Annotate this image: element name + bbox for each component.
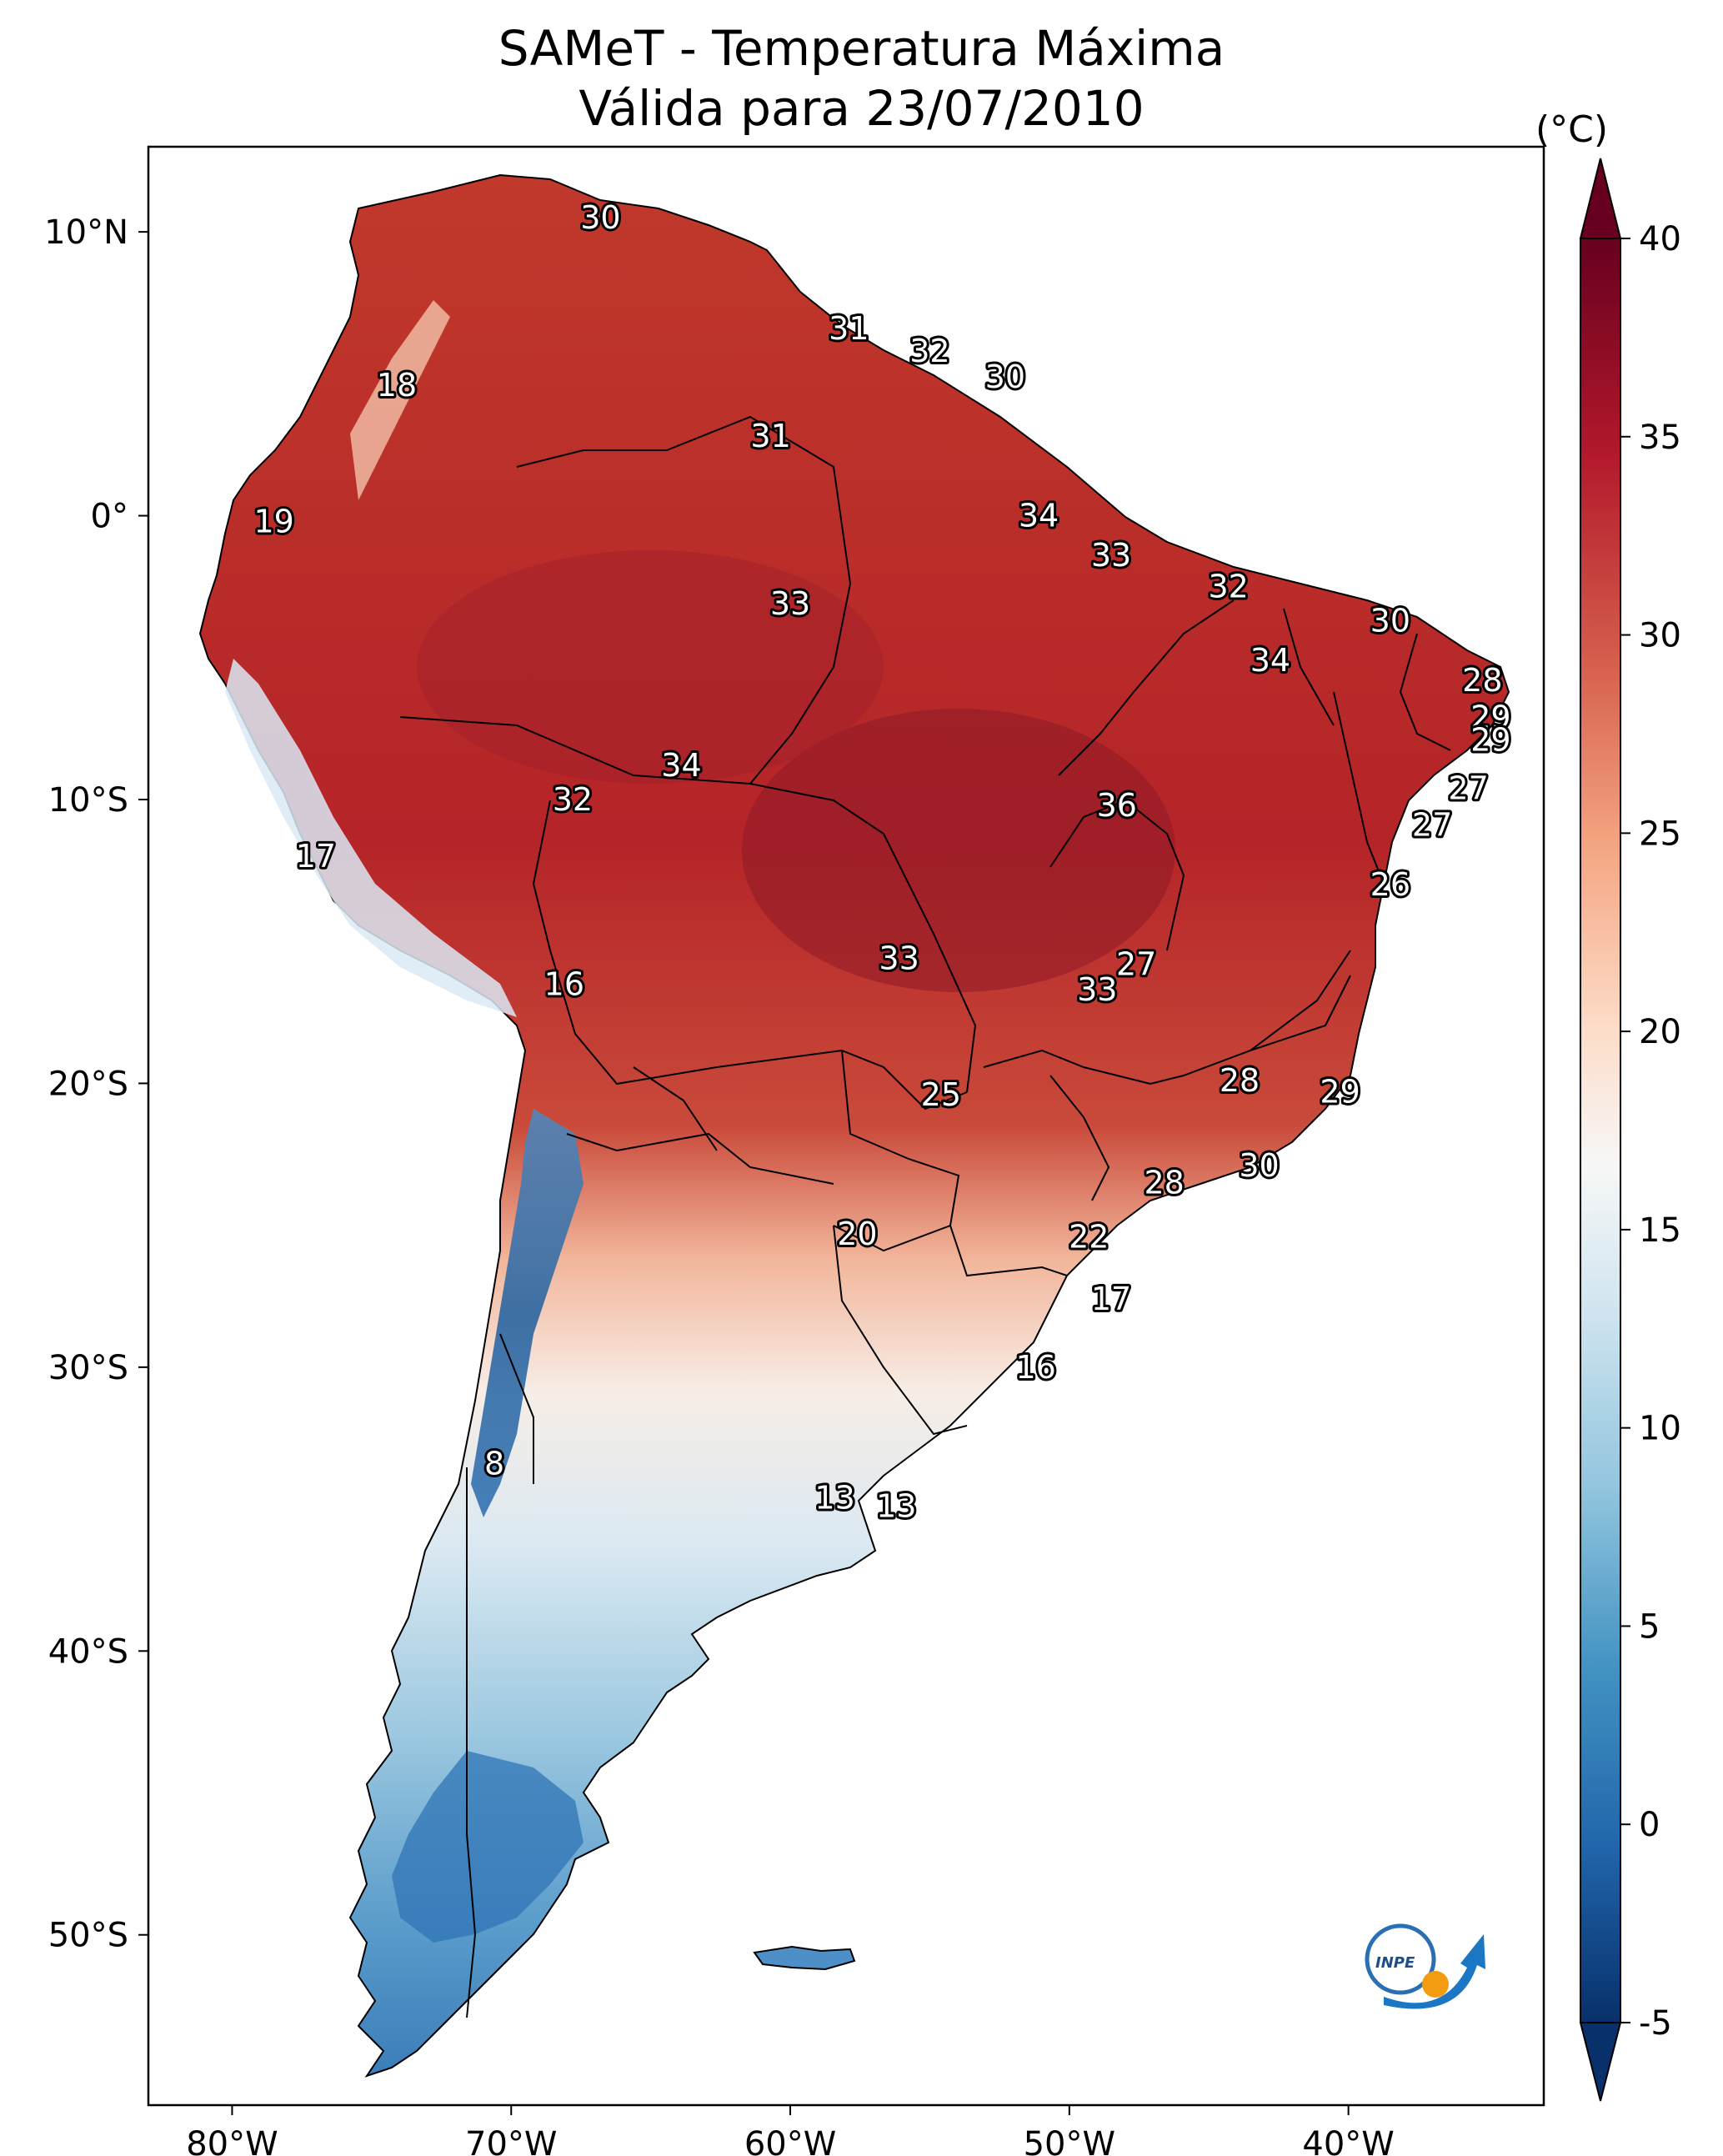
city-value-label: 17: [296, 838, 336, 875]
city-value-label: 26: [1370, 866, 1410, 903]
city-value-label: 16: [544, 965, 584, 1002]
inpe-logo: INPE: [1365, 1923, 1485, 2009]
colorbar-tick-label: 5: [1639, 1607, 1660, 1646]
city-value-label: 28: [1144, 1165, 1184, 1201]
colombian-andes-cool: [350, 300, 450, 500]
title-line-2: Válida para 23/07/2010: [579, 80, 1144, 137]
city-value-label: 8: [484, 1446, 504, 1482]
city-value-label: 33: [879, 940, 919, 977]
city-value-label: 20: [837, 1216, 877, 1252]
city-value-label: 19: [253, 503, 293, 539]
colorbar-tick-label: 20: [1639, 1013, 1681, 1051]
city-value-label: 18: [377, 367, 417, 404]
map-title: SAMeT - Temperatura Máxima Válida para 2…: [0, 18, 1723, 138]
city-value-label: 29: [1470, 699, 1510, 735]
colorbar-tick-label: 15: [1639, 1211, 1681, 1250]
colorbar-tick-label: 25: [1639, 815, 1681, 853]
hot-core-amazon: [417, 550, 884, 784]
city-value-label: 31: [829, 310, 869, 347]
title-line-1: SAMeT - Temperatura Máxima: [498, 20, 1225, 77]
city-value-label: 17: [1091, 1281, 1131, 1317]
colorbar-tick-label: -5: [1639, 2004, 1672, 2043]
y-tick-label: 40°S: [48, 1632, 128, 1671]
colorbar-tick-label: 0: [1639, 1806, 1660, 1844]
city-value-label: 33: [1091, 537, 1131, 574]
y-tick-label: 20°S: [48, 1065, 128, 1103]
city-value-label: 27: [1448, 770, 1488, 806]
colorbar-ticks: 40 35 30 25 20 15 10 5 0 -5: [1620, 220, 1681, 2043]
colorbar-body: [1580, 238, 1621, 2023]
city-value-label: 30: [985, 358, 1025, 395]
colorbar-tick-label: 40: [1639, 220, 1681, 258]
city-value-label: 29: [1320, 1074, 1360, 1111]
patagonia-cold-zone: [392, 1751, 584, 1943]
city-value-label: 33: [770, 585, 810, 622]
city-value-label: 36: [1097, 787, 1137, 824]
x-tick-label: 70°W: [465, 2125, 557, 2156]
y-tick-label: 0°: [91, 498, 128, 536]
x-tick-label: 50°W: [1024, 2125, 1115, 2156]
city-value-label: 32: [909, 333, 949, 369]
city-value-label: 30: [580, 199, 620, 236]
city-value-label: 32: [553, 781, 593, 818]
city-value-label: 13: [814, 1479, 854, 1516]
x-tick-label: 80°W: [186, 2125, 278, 2156]
city-value-label: 27: [1116, 945, 1156, 982]
y-tick-label: 30°S: [48, 1349, 128, 1387]
logo-sun-icon: [1422, 1971, 1449, 1998]
colorbar-tick-label: 10: [1639, 1410, 1681, 1448]
x-axis: 80°W 70°W 60°W 50°W 40°W: [186, 2105, 1395, 2156]
logo-arrow-icon: [1384, 1934, 1485, 2009]
y-tick-label: 10°N: [44, 213, 128, 252]
plot-frame: [147, 145, 1545, 2107]
country-borders: [399, 415, 1451, 2018]
falkland-islands: [753, 1945, 856, 1971]
x-tick-label: 40°W: [1302, 2125, 1394, 2156]
city-value-label: 27: [1412, 807, 1452, 844]
city-value-label: 25: [921, 1076, 961, 1113]
city-value-label: 30: [1239, 1147, 1279, 1184]
peru-coast-cool: [225, 659, 517, 1017]
city-value-label: 34: [1019, 498, 1059, 534]
city-value-label: 32: [1208, 569, 1248, 605]
colorbar-extend-bottom: [1579, 2022, 1622, 2102]
land-layer: [198, 173, 1510, 2078]
logo-ring: [1365, 1923, 1436, 1995]
city-value-label: 28: [1462, 662, 1502, 699]
y-tick-label: 10°S: [48, 781, 128, 820]
city-value-label: 29: [1470, 722, 1510, 759]
y-axis: 10°N 0° 10°S 20°S 30°S 40°S 50°S: [44, 213, 148, 1955]
city-value-label: 13: [876, 1488, 916, 1525]
y-tick-label: 50°S: [48, 1917, 128, 1955]
city-value-label: 28: [1220, 1062, 1260, 1099]
city-value-label: 34: [661, 747, 701, 784]
city-value-label: 33: [1077, 971, 1117, 1008]
x-tick-label: 60°W: [744, 2125, 836, 2156]
city-value-label: 16: [1015, 1349, 1055, 1386]
colorbar-tick-label: 35: [1639, 419, 1681, 457]
andes-cold-ridge: [471, 1109, 584, 1517]
city-value-label: 30: [1370, 603, 1410, 639]
logo-text: INPE: [1375, 1954, 1415, 1972]
colorbar-extend-top: [1579, 158, 1622, 239]
colorbar-unit: (°C): [1535, 108, 1609, 151]
city-value-label: 34: [1250, 642, 1290, 679]
colorbar-tick-label: 30: [1639, 617, 1681, 655]
city-value-label: 22: [1069, 1218, 1109, 1255]
city-value-label: 31: [750, 418, 790, 454]
hot-core-central-brazil: [742, 709, 1175, 992]
colorbar: 40 35 30 25 20 15 10 5 0 -5: [1579, 158, 1681, 2102]
